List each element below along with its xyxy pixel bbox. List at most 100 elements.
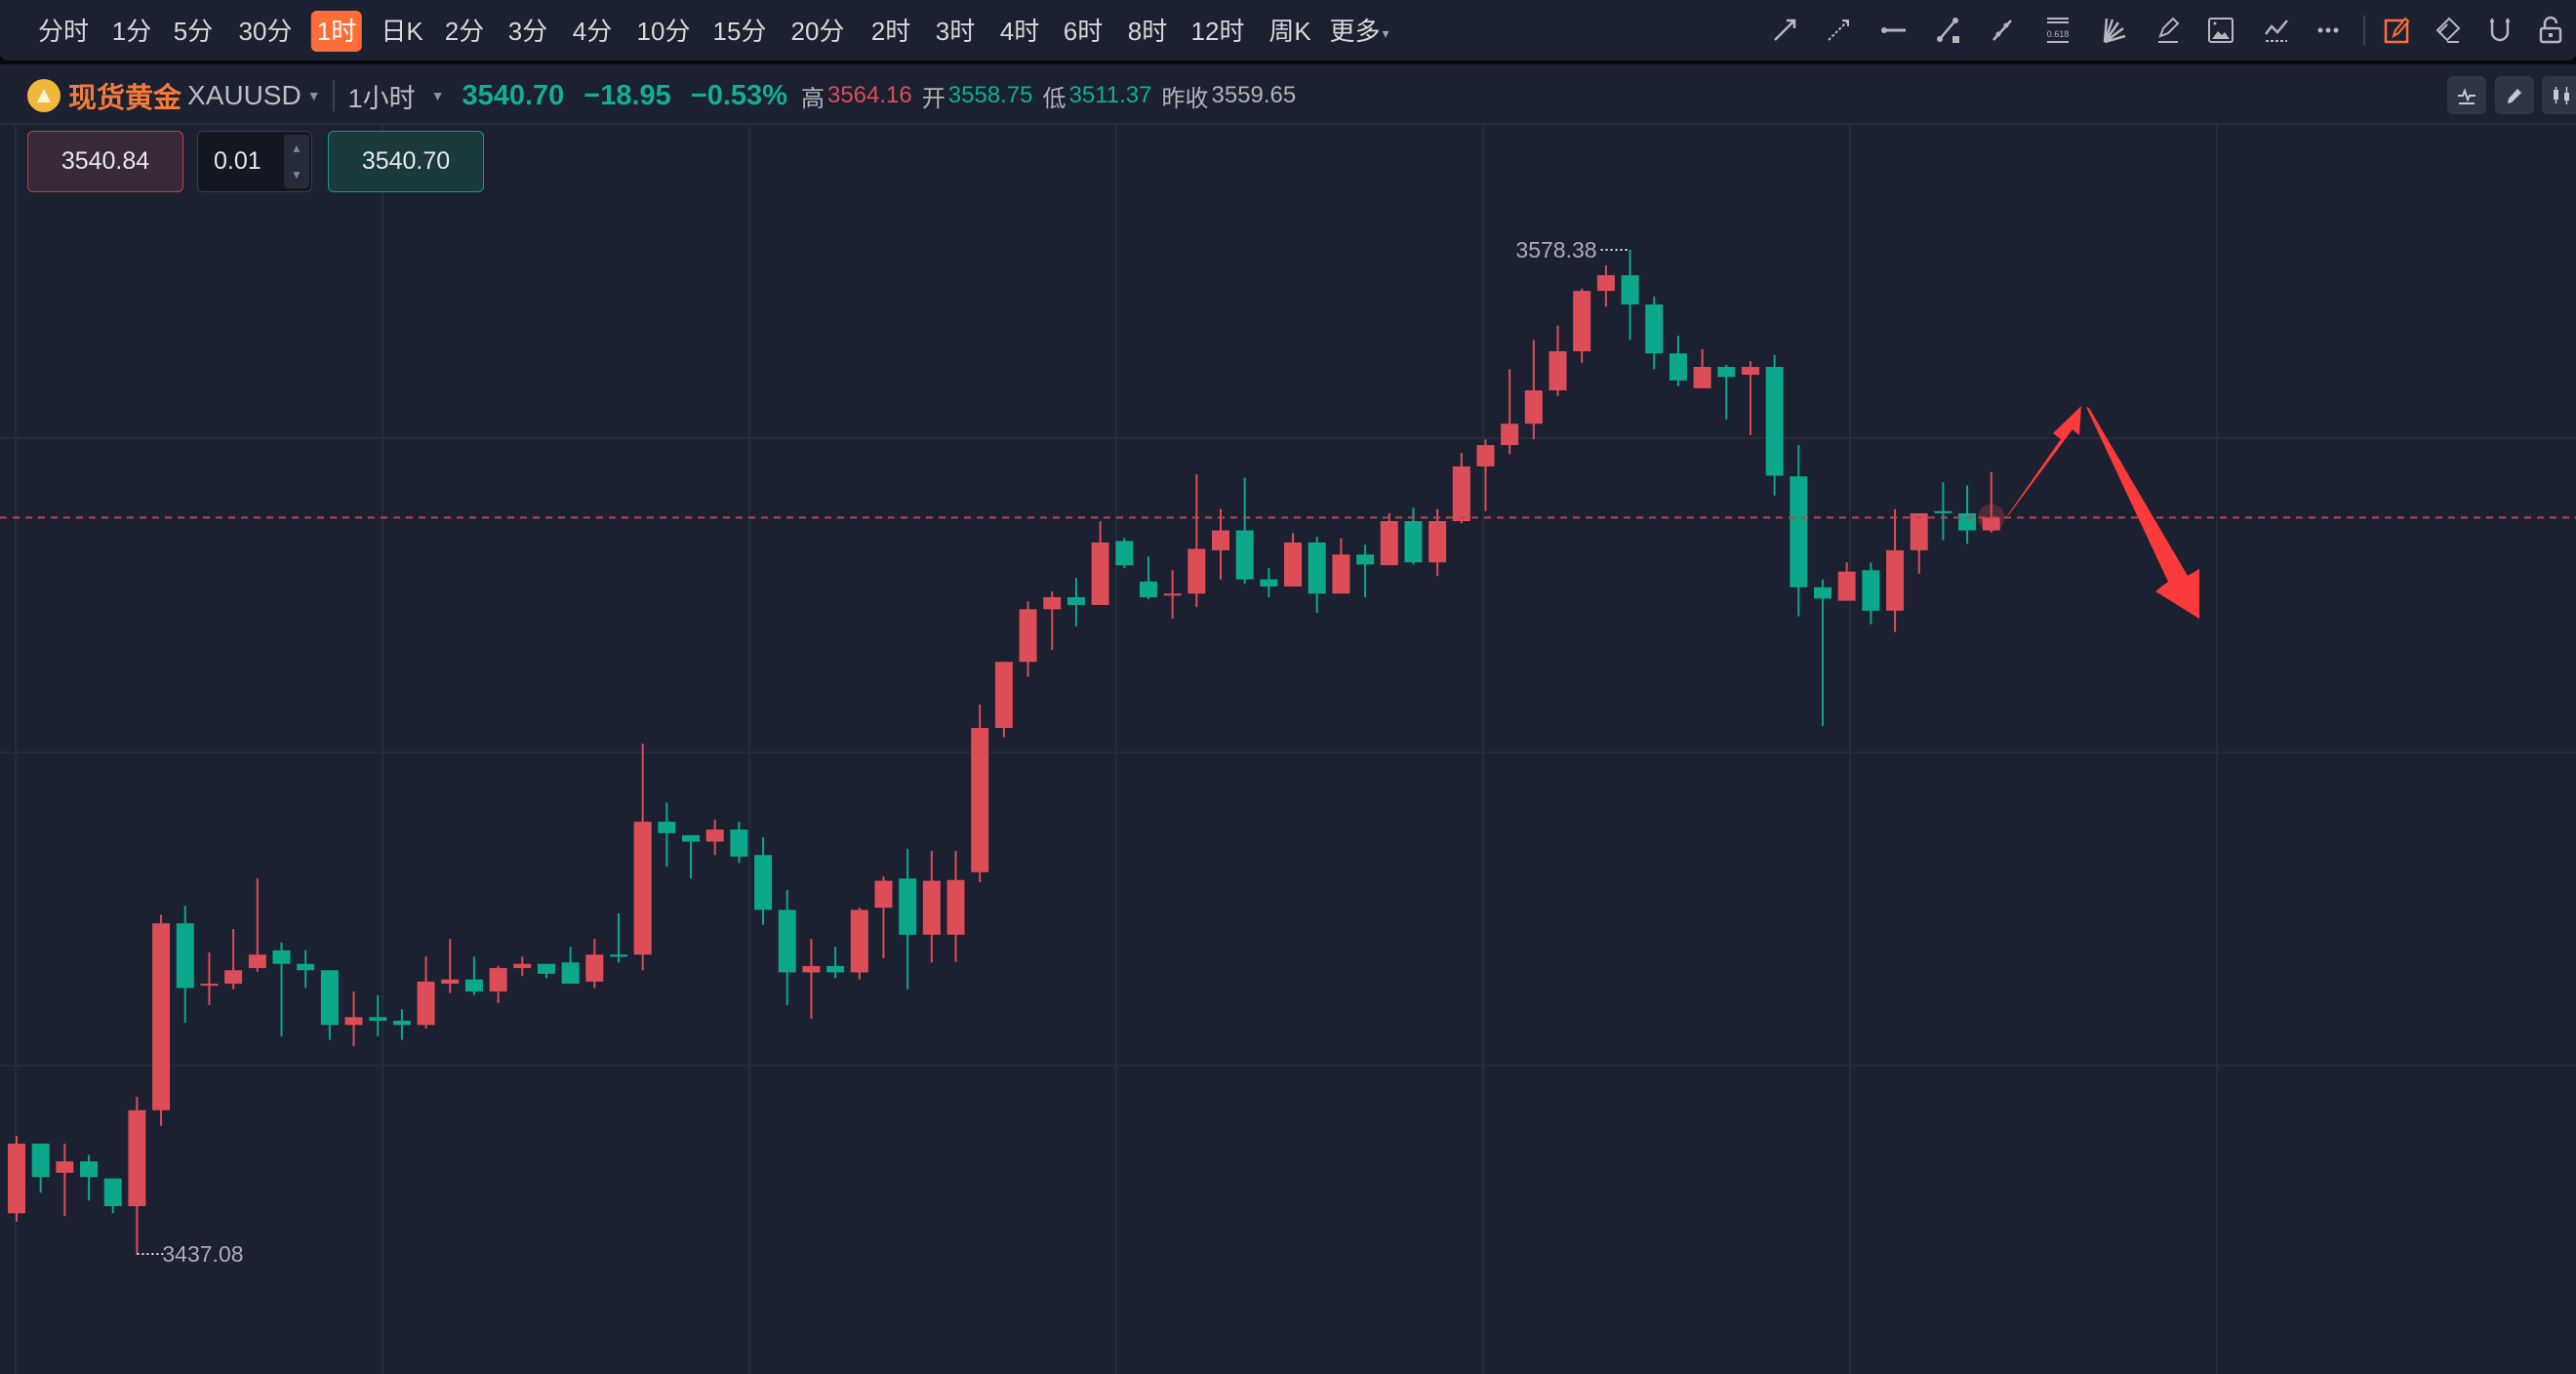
tab-timeframe[interactable]: 5分 xyxy=(168,11,219,52)
image-icon[interactable] xyxy=(2203,13,2238,48)
chevron-down-icon[interactable]: ▼ xyxy=(430,88,445,103)
tab-label: 4分 xyxy=(572,17,613,46)
timeframe-toolbar: 分时 1分 5分 30分 1时 日K 2分 3分 4分 10分 15分 20分 2时 3时 4时 6时 8时 12… xyxy=(0,0,2576,61)
candle-body xyxy=(1308,542,1326,594)
fibonacci-icon[interactable]: 0.618 xyxy=(2040,13,2075,48)
candle-body xyxy=(971,727,989,872)
tab-timeframe[interactable]: 分时 xyxy=(32,11,95,52)
candle-body xyxy=(1621,275,1639,304)
segment-icon[interactable] xyxy=(1985,13,2020,48)
current-price-dot xyxy=(1977,504,2005,532)
tab-timeframe[interactable]: 15分 xyxy=(707,11,773,52)
candle-body xyxy=(874,880,893,909)
chart-type-button[interactable] xyxy=(2542,76,2576,114)
tab-label: 15分 xyxy=(712,17,767,46)
candle-body xyxy=(922,880,941,935)
candle-up xyxy=(441,939,460,993)
stepper-arrows[interactable]: ▲ ▼ xyxy=(284,135,309,188)
candle-body xyxy=(1356,554,1375,565)
tab-timeframe[interactable]: 2分 xyxy=(439,11,490,52)
tab-timeframe[interactable]: 3分 xyxy=(503,11,553,52)
candle-down xyxy=(1621,250,1639,341)
tab-label: 6时 xyxy=(1063,17,1104,46)
candle-body xyxy=(1934,510,1952,513)
candle-body xyxy=(1115,541,1134,566)
buy-button[interactable]: 3540.70 xyxy=(328,131,484,192)
indicator-button[interactable] xyxy=(2447,76,2486,114)
tab-timeframe[interactable]: 20分 xyxy=(785,11,851,52)
tab-timeframe[interactable]: 1分 xyxy=(106,11,157,52)
candle-body xyxy=(1741,367,1759,376)
candle-up xyxy=(1693,348,1711,388)
header-divider xyxy=(332,80,335,111)
highlighter-icon[interactable] xyxy=(2151,13,2186,48)
candle-up xyxy=(971,704,989,882)
tab-label: 10分 xyxy=(636,17,691,46)
eraser-icon[interactable] xyxy=(2432,13,2467,48)
magnet-icon[interactable] xyxy=(2482,13,2517,48)
extended-line-icon[interactable] xyxy=(1931,13,1966,48)
candle-body xyxy=(778,909,796,973)
candle-down xyxy=(610,912,627,963)
increment-icon[interactable]: ▲ xyxy=(291,141,302,155)
candle-up xyxy=(1284,533,1303,587)
tab-timeframe[interactable]: 更多 ▾ xyxy=(1323,11,1394,52)
tab-timeframe[interactable]: 日K xyxy=(375,11,428,52)
candle-up xyxy=(1910,513,1928,574)
lock-icon[interactable] xyxy=(2533,13,2568,48)
candle-body xyxy=(705,829,724,842)
draw-mode-icon[interactable] xyxy=(2380,13,2415,48)
chevron-down-icon: ▾ xyxy=(1382,25,1389,42)
arrow-down-annotation[interactable] xyxy=(2086,407,2199,619)
arrow-up-annotation[interactable] xyxy=(2006,406,2081,517)
more-icon[interactable] xyxy=(2311,13,2346,48)
fan-icon[interactable] xyxy=(2097,13,2132,48)
decrement-icon[interactable]: ▼ xyxy=(291,168,302,182)
quantity-stepper[interactable]: 0.01 ▲ ▼ xyxy=(197,131,312,192)
candle-down xyxy=(103,1178,122,1214)
candle-body xyxy=(1380,521,1398,566)
tab-timeframe[interactable]: 周K xyxy=(1263,11,1316,52)
horizontal-line-icon[interactable] xyxy=(1876,13,1912,48)
candle-up xyxy=(1019,601,1037,677)
ray-icon[interactable] xyxy=(1821,13,1856,48)
tab-timeframe[interactable]: 1时 xyxy=(310,11,363,52)
candle-up xyxy=(1886,508,1905,632)
tab-timeframe[interactable]: 12时 xyxy=(1186,11,1251,52)
trend-line-icon[interactable] xyxy=(1767,13,1802,48)
candle-body xyxy=(802,965,821,973)
candle-body xyxy=(344,1017,363,1026)
tab-timeframe[interactable]: 10分 xyxy=(631,11,697,52)
quantity-input[interactable]: 0.01 xyxy=(214,147,262,175)
tab-timeframe[interactable]: 8时 xyxy=(1122,11,1173,52)
chevron-down-icon[interactable]: ▼ xyxy=(306,88,321,103)
tab-label: 3时 xyxy=(935,17,976,46)
symbol-selector[interactable]: XAUUSD xyxy=(187,80,302,110)
tab-timeframe[interactable]: 4时 xyxy=(994,11,1045,52)
candle-down xyxy=(682,834,701,879)
sell-button[interactable]: 3540.84 xyxy=(27,131,183,192)
tab-timeframe[interactable]: 4分 xyxy=(567,11,618,52)
pattern-icon[interactable] xyxy=(2260,13,2295,48)
candle-body xyxy=(561,962,580,985)
candle-down xyxy=(537,963,555,979)
draw-button[interactable] xyxy=(2495,76,2534,114)
candle-up xyxy=(56,1143,74,1217)
candle-body xyxy=(56,1161,74,1173)
price-change: −18.95 xyxy=(584,79,671,111)
tab-timeframe[interactable]: 2时 xyxy=(865,11,916,52)
candle-body xyxy=(1669,353,1687,381)
candle-up xyxy=(1573,288,1591,363)
candle-up xyxy=(1476,439,1495,511)
tab-timeframe[interactable]: 6时 xyxy=(1058,11,1108,52)
tab-timeframe[interactable]: 3时 xyxy=(930,11,981,52)
period-selector[interactable]: 1小时 xyxy=(347,83,416,113)
last-price: 3540.70 xyxy=(462,79,565,111)
tab-label: 日K xyxy=(381,17,423,46)
candle-body xyxy=(1235,530,1254,580)
tab-timeframe[interactable]: 30分 xyxy=(233,11,299,52)
candle-down xyxy=(899,848,917,990)
max-price-label: 3578.38 xyxy=(1515,237,1596,263)
candle-up xyxy=(1091,521,1109,605)
